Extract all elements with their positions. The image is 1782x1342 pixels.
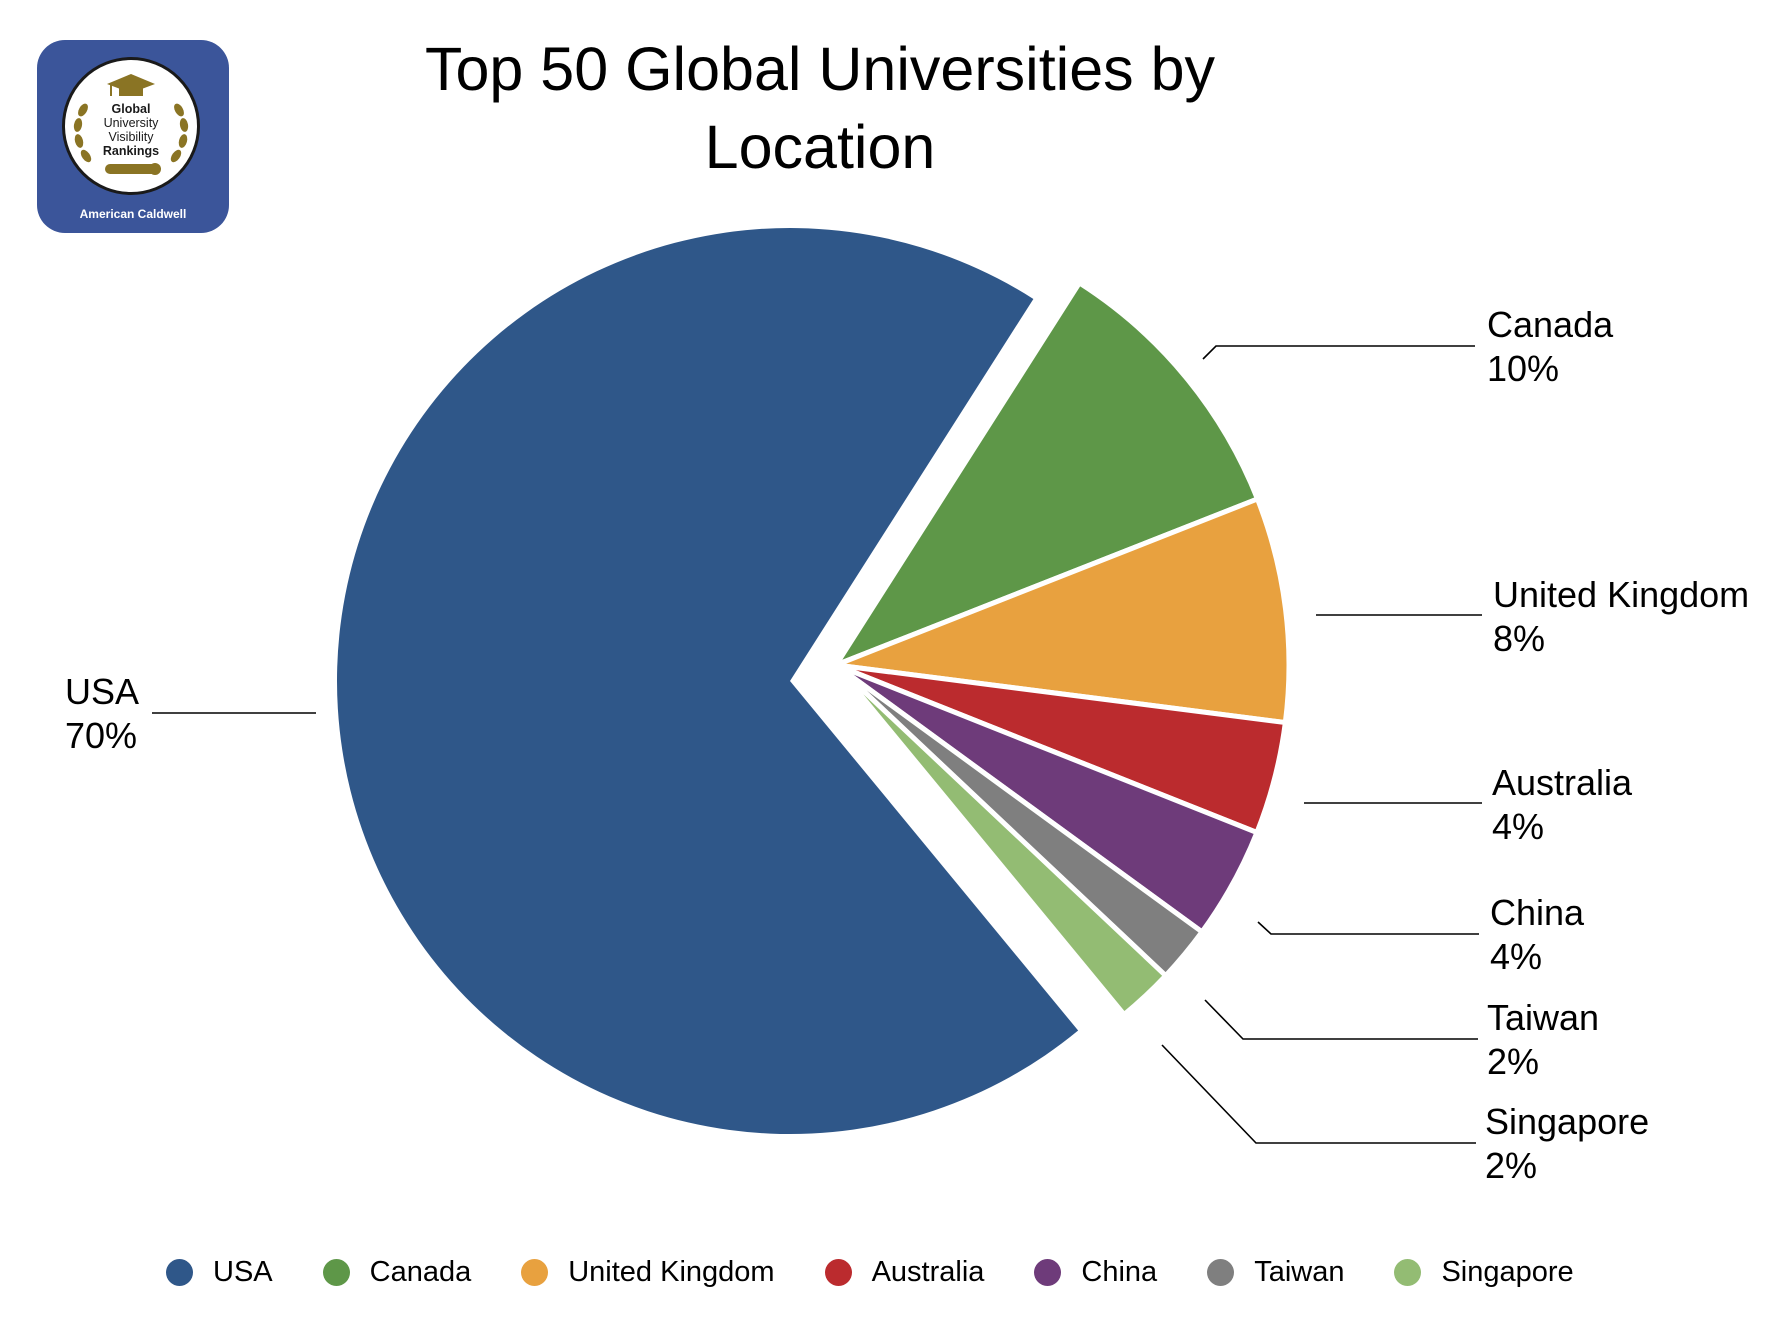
legend-label: China — [1081, 1255, 1158, 1288]
chart-title: Top 50 Global Universities by Location — [360, 30, 1280, 186]
data-label-name: USA — [65, 671, 140, 712]
legend-swatch-icon — [1207, 1258, 1235, 1286]
chart-legend: USA Canada United Kingdom Australia Chin… — [166, 1252, 1624, 1292]
logo-footer-text: American Caldwell — [79, 207, 187, 221]
laurel-icon — [73, 74, 189, 175]
legend-item-canada[interactable]: Canada — [322, 1255, 472, 1289]
pie-slices — [336, 228, 1292, 1134]
logo-text-line: University — [103, 116, 159, 130]
data-label-australia: Australia 4% — [1492, 761, 1632, 849]
leader-lines — [152, 345, 1482, 1144]
data-label-value: 4% — [1490, 936, 1543, 977]
legend-swatch-icon — [166, 1258, 193, 1286]
leader-line-singapore — [1161, 1044, 1476, 1144]
leader-line-china — [1257, 921, 1479, 935]
legend-label: Singapore — [1441, 1255, 1574, 1288]
logo-text-line: Rankings — [102, 144, 160, 158]
chart-title-line-1: Top 50 Global Universities by — [425, 35, 1215, 103]
legend-label: USA — [213, 1255, 273, 1288]
legend-swatch-icon — [1034, 1258, 1062, 1286]
data-label-china: China 4% — [1490, 891, 1584, 979]
logo-emblem: Global University Visibility Rankings — [62, 57, 200, 195]
legend-item-taiwan[interactable]: Taiwan — [1207, 1256, 1344, 1289]
data-label-name: Singapore — [1485, 1101, 1650, 1142]
legend-item-usa[interactable]: USA — [166, 1256, 273, 1289]
data-label-value: 8% — [1493, 618, 1546, 659]
chart-title-line-2: Location — [704, 113, 936, 181]
legend-item-china[interactable]: China — [1034, 1256, 1157, 1289]
logo-text-line: Global — [111, 102, 151, 116]
data-label-name: China — [1490, 892, 1585, 933]
legend-swatch-icon — [322, 1258, 350, 1286]
data-label-usa: USA 70% — [65, 670, 139, 758]
legend-swatch-icon — [824, 1258, 852, 1286]
logo-badge: Global University Visibility Rankings Am… — [37, 40, 229, 233]
pie-slice-usa[interactable] — [336, 228, 1079, 1134]
legend-label: Taiwan — [1254, 1255, 1345, 1288]
data-label-value: 10% — [1487, 348, 1560, 389]
pie-slice-united-kingdom[interactable] — [835, 495, 1292, 726]
data-label-value: 2% — [1485, 1145, 1538, 1186]
data-label-name: United Kingdom — [1493, 574, 1750, 615]
legend-label: Australia — [871, 1255, 985, 1288]
data-label-united-kingdom: United Kingdom 8% — [1493, 573, 1749, 661]
data-label-name: Taiwan — [1487, 997, 1600, 1038]
legend-label: Canada — [369, 1255, 472, 1288]
data-label-value: 4% — [1492, 806, 1545, 847]
legend-item-singapore[interactable]: Singapore — [1394, 1255, 1574, 1289]
legend-label: United Kingdom — [568, 1255, 775, 1288]
leader-line-canada — [1202, 345, 1475, 360]
data-label-singapore: Singapore 2% — [1485, 1100, 1649, 1188]
pie-slice-canada[interactable] — [829, 279, 1261, 671]
data-label-value: 2% — [1487, 1041, 1540, 1082]
legend-item-australia[interactable]: Australia — [824, 1255, 985, 1289]
legend-item-united-kingdom[interactable]: United Kingdom — [521, 1255, 775, 1289]
legend-swatch-icon — [1394, 1258, 1422, 1286]
data-label-value: 70% — [65, 715, 138, 756]
leader-line-taiwan — [1204, 999, 1478, 1040]
data-label-taiwan: Taiwan 2% — [1487, 996, 1599, 1084]
data-label-name: Canada — [1487, 304, 1614, 345]
data-label-name: Australia — [1492, 762, 1633, 803]
logo-text-line: Visibility — [108, 130, 154, 144]
pie-slice-singapore[interactable] — [834, 663, 1170, 1019]
data-label-canada: Canada 10% — [1487, 303, 1613, 391]
legend-swatch-icon — [521, 1258, 549, 1286]
